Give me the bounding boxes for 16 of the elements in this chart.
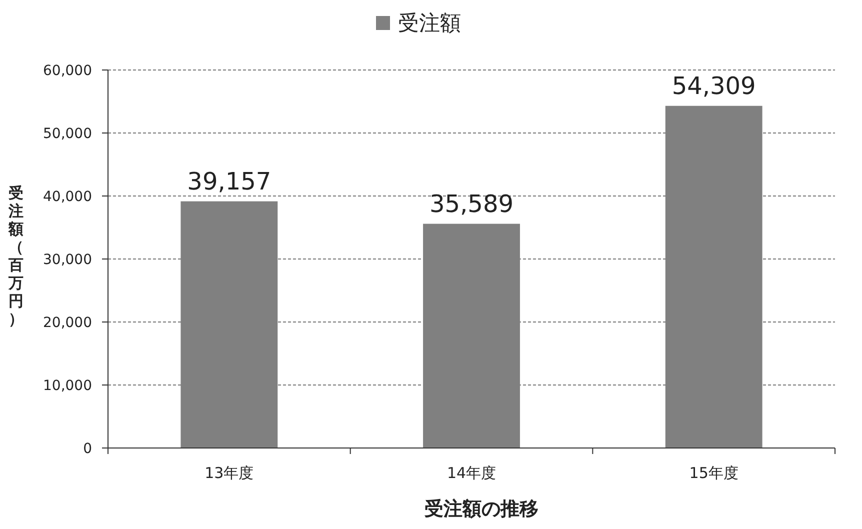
y-axis-title: 受注額（百万円） [8,184,24,328]
y-tick-label: 10,000 [43,378,92,394]
y-tick-label: 40,000 [43,189,92,205]
x-axis-title: 受注額の推移 [424,498,538,520]
x-tick-label: 14年度 [446,464,496,482]
data-label: 35,589 [430,190,514,218]
y-tick-label: 30,000 [43,252,92,268]
x-tick-label: 13年度 [204,464,254,482]
legend-label: 受注額 [398,11,461,35]
y-tick-label: 0 [83,441,92,457]
y-tick-label: 20,000 [43,315,92,331]
data-label: 39,157 [187,167,272,196]
y-tick-label: 50,000 [43,126,92,142]
x-tick-label: 15年度 [689,464,738,482]
data-label: 54,309 [672,72,756,100]
y-tick-label: 60,000 [43,63,92,79]
